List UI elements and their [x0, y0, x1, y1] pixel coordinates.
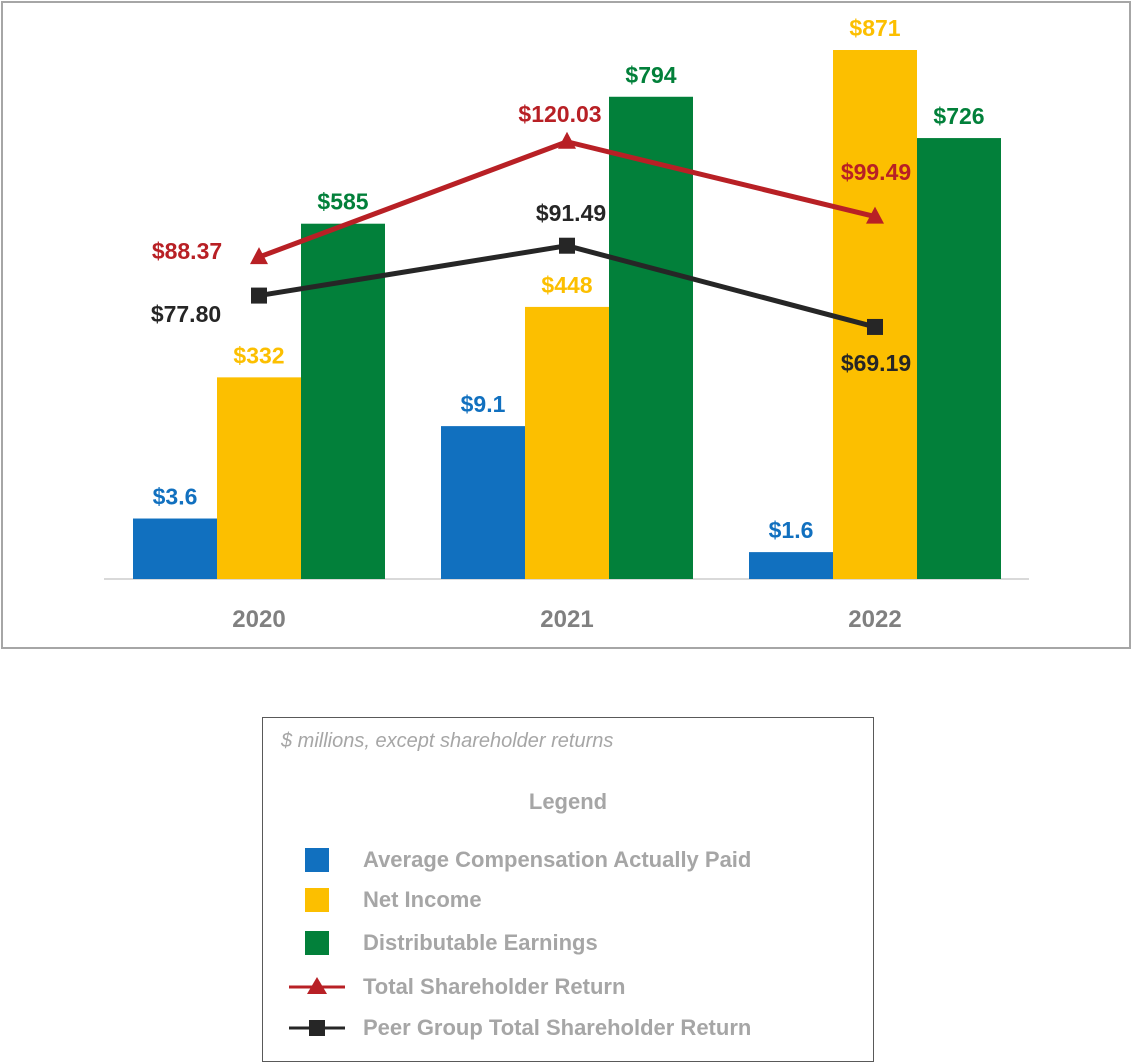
legend-marker	[309, 1020, 325, 1036]
legend-item-avg-compensation: Average Compensation Actually Paid	[263, 845, 873, 875]
marker-peer-group-total-shareholder-return-2022	[867, 318, 883, 335]
data-label-distributable-earnings-2021: $794	[625, 62, 676, 88]
bar-distributable-earnings-2022	[917, 138, 1001, 580]
legend-box: $ millions, except shareholder returns L…	[262, 717, 874, 1062]
legend-marker	[307, 977, 327, 994]
marker-total-shareholder-return-2021	[558, 131, 576, 149]
chart-frame	[1, 1, 1131, 649]
bar-net-income-2020	[217, 377, 301, 579]
marker-peer-group-total-shareholder-return-2020	[251, 287, 267, 304]
data-label-peer-group-total-shareholder-return-2022: $69.19	[841, 350, 911, 376]
bar-net-income-2022	[833, 50, 917, 579]
legend-label: Average Compensation Actually Paid	[363, 847, 752, 872]
legend-swatch-avg-compensation	[305, 848, 329, 872]
legend-item-tsr: Total Shareholder Return	[263, 972, 873, 1002]
chart: 2020 2021 2022 $3.6 $9.1 $1.6 $332 $448 $871 $585…	[104, 15, 1029, 633]
legend-swatch-distributable-earnings	[305, 931, 329, 955]
bar-average-compensation-actually-paid-2020	[133, 518, 217, 579]
legend-label: Peer Group Total Shareholder Return	[363, 1015, 752, 1040]
legend-item-net-income: Net Income	[263, 885, 873, 915]
data-label-total-shareholder-return-2022: $99.49	[841, 159, 911, 185]
marker-total-shareholder-return-2020	[250, 247, 268, 265]
x-tick-label-2022: 2022	[848, 606, 901, 633]
data-label-distributable-earnings-2022: $726	[933, 103, 984, 129]
bar-distributable-earnings-2021	[609, 96, 693, 580]
legend-title: Legend	[528, 789, 608, 814]
bar-average-compensation-actually-paid-2021	[441, 426, 525, 579]
data-label-average-compensation-actually-paid-2022: $1.6	[769, 517, 814, 543]
x-tick-label-2020: 2020	[232, 606, 285, 633]
data-label-total-shareholder-return-2020: $88.37	[152, 238, 222, 264]
marker-total-shareholder-return-2022	[866, 206, 884, 224]
marker-peer-group-total-shareholder-return-2021	[559, 237, 575, 254]
units-note: $ millions, except shareholder returns	[281, 730, 614, 752]
legend-item-peer-tsr: Peer Group Total Shareholder Return	[263, 1013, 873, 1043]
legend-label: Distributable Earnings	[363, 930, 598, 955]
data-label-net-income-2022: $871	[849, 15, 900, 41]
legend-line-key-peer-tsr	[289, 1020, 345, 1036]
legend-item-distributable-earnings: Distributable Earnings	[263, 928, 873, 958]
data-label-distributable-earnings-2020: $585	[317, 189, 368, 215]
legend-swatch-net-income	[305, 888, 329, 912]
data-label-total-shareholder-return-2021: $120.03	[518, 101, 601, 127]
x-tick-label-2021: 2021	[540, 606, 593, 633]
data-label-peer-group-total-shareholder-return-2021: $91.49	[536, 200, 606, 226]
legend-line-key-tsr	[289, 977, 345, 994]
bar-average-compensation-actually-paid-2022	[749, 552, 833, 579]
legend-label: Net Income	[363, 887, 482, 912]
bar-net-income-2021	[525, 306, 609, 579]
legend-label: Total Shareholder Return	[363, 974, 626, 999]
data-label-average-compensation-actually-paid-2021: $9.1	[461, 391, 506, 417]
data-label-net-income-2020: $332	[233, 342, 284, 368]
data-label-peer-group-total-shareholder-return-2020: $77.80	[151, 301, 221, 327]
data-label-net-income-2021: $448	[541, 272, 592, 298]
data-label-average-compensation-actually-paid-2020: $3.6	[153, 484, 198, 510]
